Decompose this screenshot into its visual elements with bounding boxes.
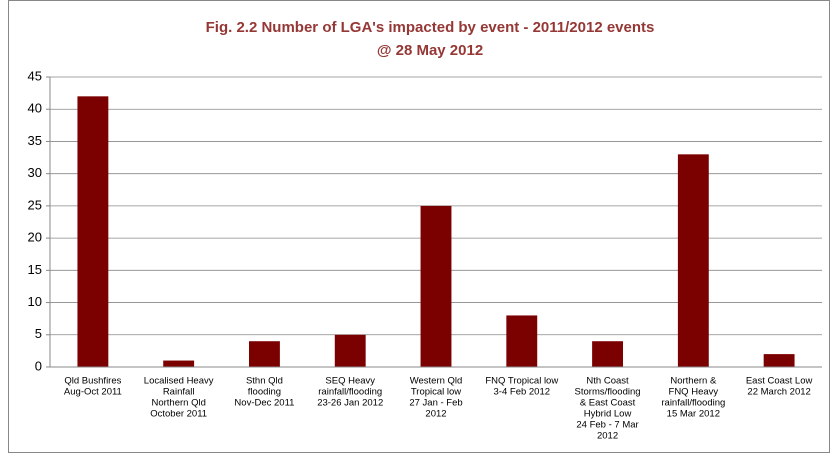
x-tick-label: FNQ Heavy <box>669 387 719 398</box>
bar <box>163 360 195 367</box>
x-tick-label: flooding <box>248 387 281 398</box>
x-tick-label: Storms/flooding <box>575 387 641 398</box>
x-tick-label: Tropical low <box>411 387 461 398</box>
x-tick-label: 3-4 Feb 2012 <box>494 387 551 398</box>
bar <box>677 154 709 367</box>
bar <box>334 334 366 367</box>
chart-title: @ 28 May 2012 <box>377 42 483 59</box>
x-tick-label: 15 Mar 2012 <box>667 409 720 420</box>
bar <box>506 315 538 367</box>
x-tick-label: Aug-Oct 2011 <box>64 387 122 398</box>
x-tick-label: FNQ Tropical low <box>485 376 558 387</box>
y-tick-label: 30 <box>28 165 42 180</box>
x-tick-label: 22 March 2012 <box>747 387 810 398</box>
x-tick-label: Localised Heavy <box>144 376 214 387</box>
y-tick-label: 35 <box>28 133 42 148</box>
x-tick-label: Rainfall <box>163 387 195 398</box>
x-tick-label: Nov-Dec 2011 <box>234 398 294 409</box>
x-tick-label: SEQ Heavy <box>325 376 375 387</box>
x-tick-label: & East Coast <box>580 398 636 409</box>
x-tick-label: rainfall/flooding <box>661 398 725 409</box>
y-tick-label: 15 <box>28 262 42 277</box>
bar <box>77 96 109 367</box>
y-tick-label: 20 <box>28 230 42 245</box>
x-tick-label: 27 Jan - Feb <box>409 398 462 409</box>
x-tick-label: 24 Feb - 7 Mar <box>576 420 638 431</box>
x-tick-label: Sthn Qld <box>246 376 283 387</box>
chart-title: Fig. 2.2 Number of LGA's impacted by eve… <box>206 19 655 36</box>
y-tick-label: 45 <box>28 68 42 83</box>
x-tick-label: Nth Coast <box>586 376 629 387</box>
x-tick-label: Northern Qld <box>151 398 205 409</box>
y-tick-label: 25 <box>28 197 42 212</box>
x-tick-label: October 2011 <box>150 409 207 420</box>
y-tick-label: 5 <box>35 326 42 341</box>
x-tick-label: 2012 <box>597 431 618 442</box>
bar <box>420 205 452 367</box>
bar <box>763 354 795 367</box>
bar <box>592 341 623 367</box>
x-tick-label: Northern & <box>670 376 717 387</box>
y-tick-label: 40 <box>28 101 42 116</box>
x-tick-label: 2012 <box>425 409 446 420</box>
x-tick-label: East Coast Low <box>746 376 813 387</box>
x-tick-label: Qld Bushfires <box>64 376 121 387</box>
y-tick-label: 10 <box>28 294 42 309</box>
x-tick-label: 23-26 Jan 2012 <box>317 398 383 409</box>
y-tick-label: 0 <box>35 358 42 373</box>
x-tick-label: Western Qld <box>410 376 463 387</box>
x-tick-label: rainfall/flooding <box>318 387 382 398</box>
bar <box>249 341 280 367</box>
x-tick-label: Hybrid Low <box>584 409 632 420</box>
